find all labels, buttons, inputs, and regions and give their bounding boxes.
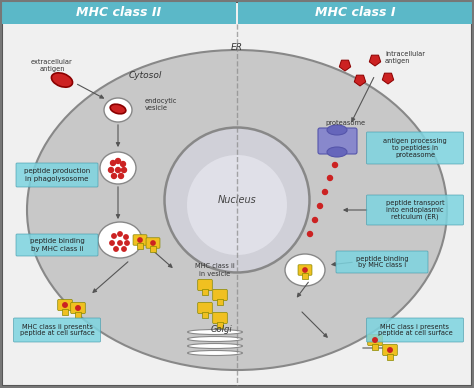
Ellipse shape	[188, 350, 243, 355]
FancyBboxPatch shape	[2, 2, 236, 24]
Circle shape	[312, 218, 318, 222]
Circle shape	[110, 241, 114, 245]
Circle shape	[328, 175, 332, 180]
FancyBboxPatch shape	[217, 299, 223, 305]
Circle shape	[138, 238, 142, 242]
Ellipse shape	[100, 152, 136, 184]
Circle shape	[124, 235, 128, 239]
Circle shape	[114, 247, 118, 251]
Text: antigen processing
to peptides in
proteasome: antigen processing to peptides in protea…	[383, 138, 447, 158]
FancyBboxPatch shape	[318, 128, 357, 154]
Ellipse shape	[187, 155, 287, 255]
Circle shape	[303, 268, 307, 272]
Ellipse shape	[327, 125, 347, 135]
Circle shape	[308, 232, 312, 237]
Ellipse shape	[188, 343, 243, 348]
Ellipse shape	[285, 254, 325, 286]
Circle shape	[318, 203, 322, 208]
FancyBboxPatch shape	[366, 318, 464, 342]
Circle shape	[322, 189, 328, 194]
FancyBboxPatch shape	[13, 318, 100, 342]
Circle shape	[112, 234, 116, 238]
Circle shape	[151, 241, 155, 245]
FancyBboxPatch shape	[302, 274, 308, 279]
FancyBboxPatch shape	[58, 300, 73, 310]
Circle shape	[388, 348, 392, 352]
Circle shape	[110, 161, 116, 166]
Ellipse shape	[104, 98, 132, 122]
Text: ER: ER	[231, 43, 243, 52]
FancyBboxPatch shape	[71, 303, 85, 314]
Text: extracellular
antigen: extracellular antigen	[31, 59, 73, 72]
Ellipse shape	[327, 147, 347, 157]
Circle shape	[111, 173, 117, 178]
Text: MHC class II: MHC class II	[76, 7, 162, 19]
Text: peptide binding
by MHC class ii: peptide binding by MHC class ii	[29, 239, 84, 251]
FancyBboxPatch shape	[202, 312, 208, 318]
Text: intracellular
antigen: intracellular antigen	[385, 52, 425, 64]
FancyBboxPatch shape	[137, 243, 143, 249]
Text: MHC class I: MHC class I	[315, 7, 395, 19]
Text: MHC class ii presents
peptide at cell surface: MHC class ii presents peptide at cell su…	[19, 324, 94, 336]
FancyBboxPatch shape	[133, 235, 147, 245]
FancyBboxPatch shape	[213, 312, 228, 324]
Circle shape	[121, 168, 127, 173]
Circle shape	[332, 163, 337, 168]
FancyBboxPatch shape	[16, 234, 98, 256]
Ellipse shape	[110, 104, 126, 114]
FancyBboxPatch shape	[75, 312, 81, 318]
FancyBboxPatch shape	[387, 353, 392, 360]
Circle shape	[122, 247, 126, 251]
Text: proteasome: proteasome	[325, 120, 365, 126]
FancyBboxPatch shape	[238, 2, 472, 24]
Ellipse shape	[98, 222, 142, 258]
Circle shape	[116, 168, 120, 173]
FancyBboxPatch shape	[336, 251, 428, 273]
FancyBboxPatch shape	[202, 289, 208, 295]
Circle shape	[118, 173, 124, 178]
Ellipse shape	[188, 329, 243, 334]
Circle shape	[116, 159, 120, 163]
Polygon shape	[383, 73, 394, 84]
Ellipse shape	[164, 128, 310, 272]
Ellipse shape	[51, 73, 73, 87]
FancyBboxPatch shape	[368, 334, 383, 345]
FancyBboxPatch shape	[366, 132, 464, 164]
Text: peptide binding
by MHC class i: peptide binding by MHC class i	[356, 256, 408, 268]
Text: MHC class i presents
peptide at cell surface: MHC class i presents peptide at cell sur…	[378, 324, 452, 336]
FancyBboxPatch shape	[146, 238, 160, 248]
FancyBboxPatch shape	[198, 279, 212, 291]
Circle shape	[373, 338, 377, 342]
Polygon shape	[354, 75, 366, 86]
FancyBboxPatch shape	[16, 163, 98, 187]
Circle shape	[118, 232, 122, 236]
Text: peptide production
in phagolysosome: peptide production in phagolysosome	[24, 168, 90, 182]
Circle shape	[109, 168, 113, 173]
Text: endocytic
vesicle: endocytic vesicle	[145, 99, 177, 111]
Text: peptide transport
into endoplasmic
reticulum (ER): peptide transport into endoplasmic retic…	[386, 200, 444, 220]
Text: Cytosol: Cytosol	[128, 71, 162, 80]
Ellipse shape	[27, 50, 447, 370]
FancyBboxPatch shape	[217, 322, 223, 328]
FancyBboxPatch shape	[198, 303, 212, 314]
Circle shape	[120, 161, 126, 166]
Text: MHC class ii
in vesicle: MHC class ii in vesicle	[195, 263, 235, 277]
Text: Nucleus: Nucleus	[218, 195, 256, 205]
Ellipse shape	[188, 336, 243, 341]
FancyBboxPatch shape	[366, 195, 464, 225]
Circle shape	[76, 306, 80, 310]
Circle shape	[125, 241, 129, 245]
FancyBboxPatch shape	[150, 246, 155, 252]
Circle shape	[118, 241, 122, 245]
FancyBboxPatch shape	[298, 265, 312, 275]
Text: Golgi: Golgi	[211, 326, 233, 334]
FancyBboxPatch shape	[383, 345, 397, 355]
FancyBboxPatch shape	[62, 308, 68, 315]
Polygon shape	[369, 55, 381, 66]
FancyBboxPatch shape	[213, 289, 228, 300]
Circle shape	[63, 303, 67, 307]
Polygon shape	[339, 60, 351, 71]
FancyBboxPatch shape	[372, 344, 378, 350]
